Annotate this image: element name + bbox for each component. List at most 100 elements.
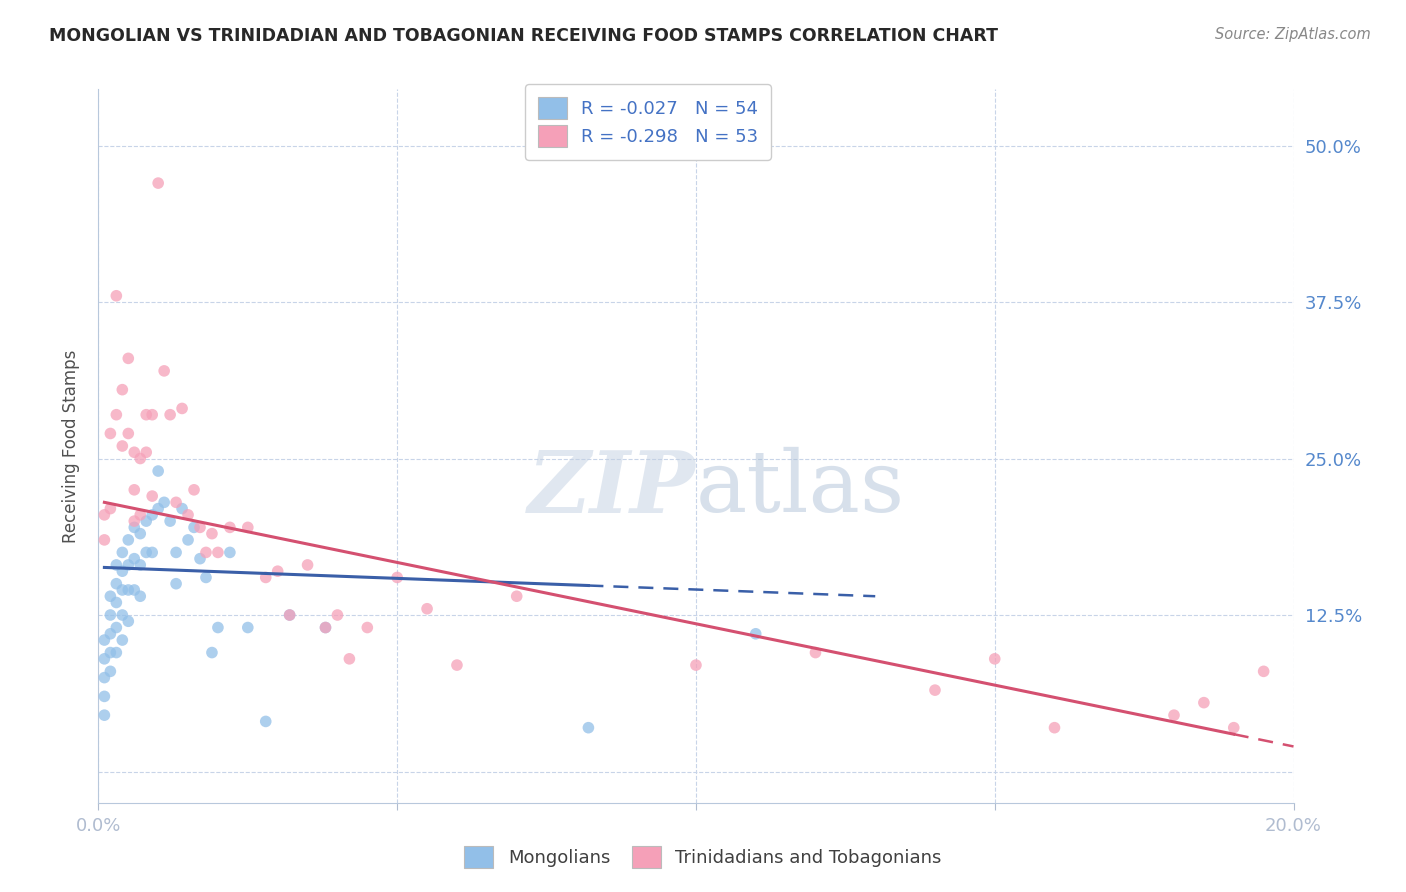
- Point: [117, 351, 139, 366]
- Point: [254, 714, 277, 729]
- Point: [141, 508, 163, 522]
- Point: [236, 621, 259, 635]
- Y-axis label: Receiving Food Stamps: Receiving Food Stamps: [62, 350, 80, 542]
- Point: [153, 364, 176, 378]
- Point: [135, 408, 157, 422]
- Point: [339, 652, 361, 666]
- Point: [93, 633, 115, 648]
- Point: [117, 614, 139, 628]
- Point: [153, 495, 176, 509]
- Point: [141, 489, 163, 503]
- Point: [195, 570, 218, 584]
- Point: [172, 401, 194, 416]
- Point: [105, 621, 128, 635]
- Point: [254, 570, 277, 584]
- Point: [93, 652, 115, 666]
- Point: [278, 607, 301, 622]
- Point: [117, 582, 139, 597]
- Point: [326, 607, 349, 622]
- Point: [1223, 721, 1246, 735]
- Point: [165, 495, 187, 509]
- Point: [177, 533, 200, 547]
- Point: [148, 176, 170, 190]
- Point: [129, 451, 152, 466]
- Point: [141, 408, 163, 422]
- Point: [201, 646, 224, 660]
- Point: [111, 564, 134, 578]
- Point: [297, 558, 319, 572]
- Point: [124, 514, 146, 528]
- Legend: Mongolians, Trinidadians and Tobagonians: Mongolians, Trinidadians and Tobagonians: [454, 835, 952, 879]
- Point: [356, 621, 378, 635]
- Point: [219, 520, 242, 534]
- Point: [98, 665, 122, 679]
- Point: [506, 589, 529, 603]
- Point: [416, 601, 439, 615]
- Point: [159, 514, 181, 528]
- Point: [98, 501, 122, 516]
- Point: [129, 508, 152, 522]
- Point: [236, 520, 259, 534]
- Point: [98, 607, 122, 622]
- Point: [207, 545, 229, 559]
- Point: [207, 621, 229, 635]
- Point: [141, 545, 163, 559]
- Text: atlas: atlas: [696, 447, 905, 531]
- Point: [93, 508, 115, 522]
- Point: [1163, 708, 1185, 723]
- Point: [93, 708, 115, 723]
- Point: [111, 545, 134, 559]
- Point: [183, 520, 205, 534]
- Point: [745, 627, 768, 641]
- Point: [105, 646, 128, 660]
- Point: [117, 426, 139, 441]
- Point: [124, 582, 146, 597]
- Point: [148, 501, 170, 516]
- Point: [446, 658, 468, 673]
- Point: [111, 383, 134, 397]
- Point: [129, 526, 152, 541]
- Text: MONGOLIAN VS TRINIDADIAN AND TOBAGONIAN RECEIVING FOOD STAMPS CORRELATION CHART: MONGOLIAN VS TRINIDADIAN AND TOBAGONIAN …: [49, 27, 998, 45]
- Point: [172, 501, 194, 516]
- Point: [111, 633, 134, 648]
- Point: [105, 408, 128, 422]
- Point: [195, 545, 218, 559]
- Point: [117, 558, 139, 572]
- Point: [105, 289, 128, 303]
- Point: [578, 721, 600, 735]
- Point: [165, 576, 187, 591]
- Point: [804, 646, 827, 660]
- Point: [188, 520, 211, 534]
- Point: [135, 445, 157, 459]
- Point: [315, 621, 337, 635]
- Point: [1043, 721, 1066, 735]
- Text: Source: ZipAtlas.com: Source: ZipAtlas.com: [1215, 27, 1371, 42]
- Point: [117, 533, 139, 547]
- Point: [98, 426, 122, 441]
- Point: [385, 570, 409, 584]
- Point: [105, 576, 128, 591]
- Point: [135, 514, 157, 528]
- Point: [124, 445, 146, 459]
- Point: [111, 582, 134, 597]
- Point: [685, 658, 707, 673]
- Point: [93, 690, 115, 704]
- Point: [135, 545, 157, 559]
- Point: [177, 508, 200, 522]
- Point: [129, 589, 152, 603]
- Legend: R = -0.027   N = 54, R = -0.298   N = 53: R = -0.027 N = 54, R = -0.298 N = 53: [526, 84, 770, 160]
- Point: [924, 683, 946, 698]
- Point: [105, 595, 128, 609]
- Point: [315, 621, 337, 635]
- Point: [98, 646, 122, 660]
- Point: [984, 652, 1007, 666]
- Point: [124, 551, 146, 566]
- Point: [129, 558, 152, 572]
- Point: [278, 607, 301, 622]
- Point: [93, 533, 115, 547]
- Point: [98, 589, 122, 603]
- Point: [267, 564, 290, 578]
- Point: [124, 483, 146, 497]
- Point: [201, 526, 224, 541]
- Point: [1253, 665, 1275, 679]
